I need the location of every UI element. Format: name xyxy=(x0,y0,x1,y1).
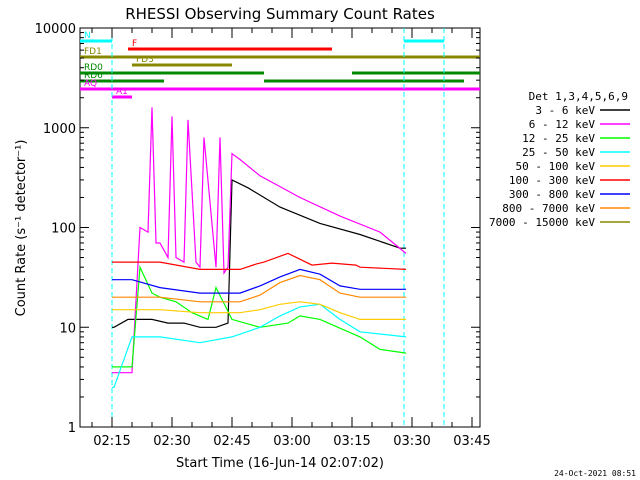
legend-entry-label: 300 - 800 keV xyxy=(509,188,595,201)
legend-entry-label: 100 - 300 keV xyxy=(509,174,595,187)
y-tick-label: 10000 xyxy=(35,22,76,37)
x-tick-label: 02:15 xyxy=(93,434,130,449)
legend-entry-label: 800 - 7000 keV xyxy=(502,202,595,215)
legend-entry-label: 50 - 100 keV xyxy=(516,160,596,173)
legend-title: Det 1,3,4,5,6,9 xyxy=(529,90,628,103)
x-tick-label: 03:00 xyxy=(273,434,310,449)
y-axis-ticks: 1 10 100 1000 10000 xyxy=(35,22,480,436)
x-tick-label: 03:30 xyxy=(393,434,430,449)
y-tick-label: 10 xyxy=(59,321,76,336)
vertical-markers xyxy=(111,28,445,427)
series-line-0 xyxy=(112,178,406,328)
x-axis-title: Start Time (16-Jun-14 02:07:02) xyxy=(176,456,384,471)
y-axis-title: Count Rate (s⁻¹ detector⁻¹) xyxy=(14,140,29,317)
timestamp: 24-Oct-2021 08:51 xyxy=(554,469,636,478)
series-line-7 xyxy=(112,274,406,303)
series-line-5 xyxy=(112,252,407,270)
flag-label-n: N xyxy=(84,31,91,41)
flag-label-fd1: FD1 xyxy=(84,47,102,57)
series-line-3 xyxy=(112,303,407,388)
legend-entry-label: 25 - 50 keV xyxy=(522,146,595,159)
legend-entry-label: 6 - 12 keV xyxy=(529,118,596,131)
x-tick-label: 02:45 xyxy=(213,434,250,449)
x-axis-ticks: 02:15 02:30 02:45 03:00 03:15 03:30 03:45 xyxy=(91,28,491,449)
x-tick-label: 03:45 xyxy=(453,434,490,449)
legend-entry-label: 12 - 25 keV xyxy=(522,132,595,145)
flag-label-fd3: FD3 xyxy=(136,55,154,65)
legend-entry-label: 7000 - 15000 keV xyxy=(489,216,595,229)
flag-label-aq: AQ xyxy=(84,79,97,89)
x-tick-label: 03:15 xyxy=(333,434,370,449)
series-line-6 xyxy=(112,268,406,294)
y-tick-label: 1000 xyxy=(43,122,76,137)
legend-entry-label: 3 - 6 keV xyxy=(535,104,595,117)
series-line-1 xyxy=(112,107,407,374)
flag-label-f: F xyxy=(132,39,137,49)
y-tick-label: 1 xyxy=(68,421,76,436)
flag-label-a1: A1 xyxy=(116,87,128,97)
series-line-2 xyxy=(112,264,407,368)
flag-label-rd6: RD6 xyxy=(84,71,103,81)
chart-title: RHESSI Observing Summary Count Rates xyxy=(125,5,435,23)
flag-label-rd0: RD0 xyxy=(84,63,103,73)
series-line-4 xyxy=(112,301,406,320)
series-lines xyxy=(112,107,407,388)
y-tick-label: 100 xyxy=(51,222,76,237)
x-tick-label: 02:30 xyxy=(153,434,190,449)
